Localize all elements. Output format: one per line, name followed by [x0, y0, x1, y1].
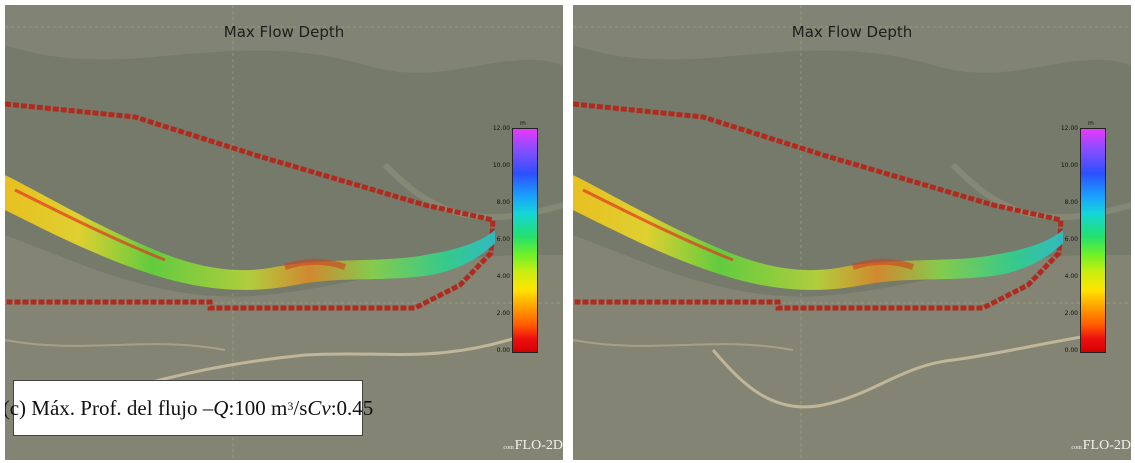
legend-tick: 12.00 [492, 125, 510, 132]
map-panel-right: Max Flow Depth m 12.00 10.00 8.00 6.00 4… [573, 5, 1131, 460]
legend-tick: 2.00 [1064, 310, 1078, 317]
legend-tick: 10.00 [492, 162, 510, 169]
map-panel-left: Max Flow Depth m 12.00 10.00 8.00 6.00 4… [5, 5, 563, 460]
map-title: Max Flow Depth [791, 23, 913, 41]
legend-tick: 8.00 [496, 199, 510, 206]
legend-unit: m [520, 120, 526, 127]
caption-q-value: :100 m [228, 395, 288, 420]
legend-tick: 4.00 [496, 273, 510, 280]
caption-cv-value: :0.45 [330, 395, 374, 420]
caption-q-unit-sup: 3 [287, 398, 294, 413]
legend-tick: 4.00 [1064, 273, 1078, 280]
legend-tick: 12.00 [1060, 125, 1078, 132]
legend-tick: 6.00 [1064, 236, 1078, 243]
legend-color-bar [1080, 128, 1106, 353]
legend-tick: 10.00 [1060, 162, 1078, 169]
depth-legend: m 12.00 10.00 8.00 6.00 4.00 2.00 0.00 [485, 120, 560, 357]
watermark-label: FLO-2D [514, 438, 563, 453]
legend-tick: 0.00 [1064, 347, 1078, 354]
caption-prefix: (c) Máx. Prof. del flujo – [5, 395, 214, 420]
caption-cv-symbol: Cv [307, 395, 331, 420]
legend-tick: 2.00 [496, 310, 510, 317]
terrain-map-left [5, 5, 563, 460]
depth-legend: m 12.00 10.00 8.00 6.00 4.00 2.00 0.00 [1053, 120, 1128, 357]
terrain-map-right [573, 5, 1131, 460]
legend-tick: 6.00 [496, 236, 510, 243]
watermark-label: FLO-2D [1082, 438, 1131, 453]
legend-tick: 0.00 [496, 347, 510, 354]
caption-q-unit-suffix: /s [293, 395, 308, 420]
watermark-prefix: com [503, 445, 514, 451]
map-title: Max Flow Depth [223, 23, 345, 41]
flo2d-watermark: comFLO-2D [1071, 438, 1131, 454]
watermark-prefix: com [1071, 445, 1082, 451]
legend-unit: m [1088, 120, 1094, 127]
legend-color-bar [512, 128, 538, 353]
legend-tick: 8.00 [1064, 199, 1078, 206]
figure-caption: (c) Máx. Prof. del flujo – Q:100 m 3/s Cv… [5, 380, 373, 436]
caption-q-symbol: Q [213, 395, 229, 420]
flo2d-watermark: comFLO-2D [503, 438, 563, 454]
